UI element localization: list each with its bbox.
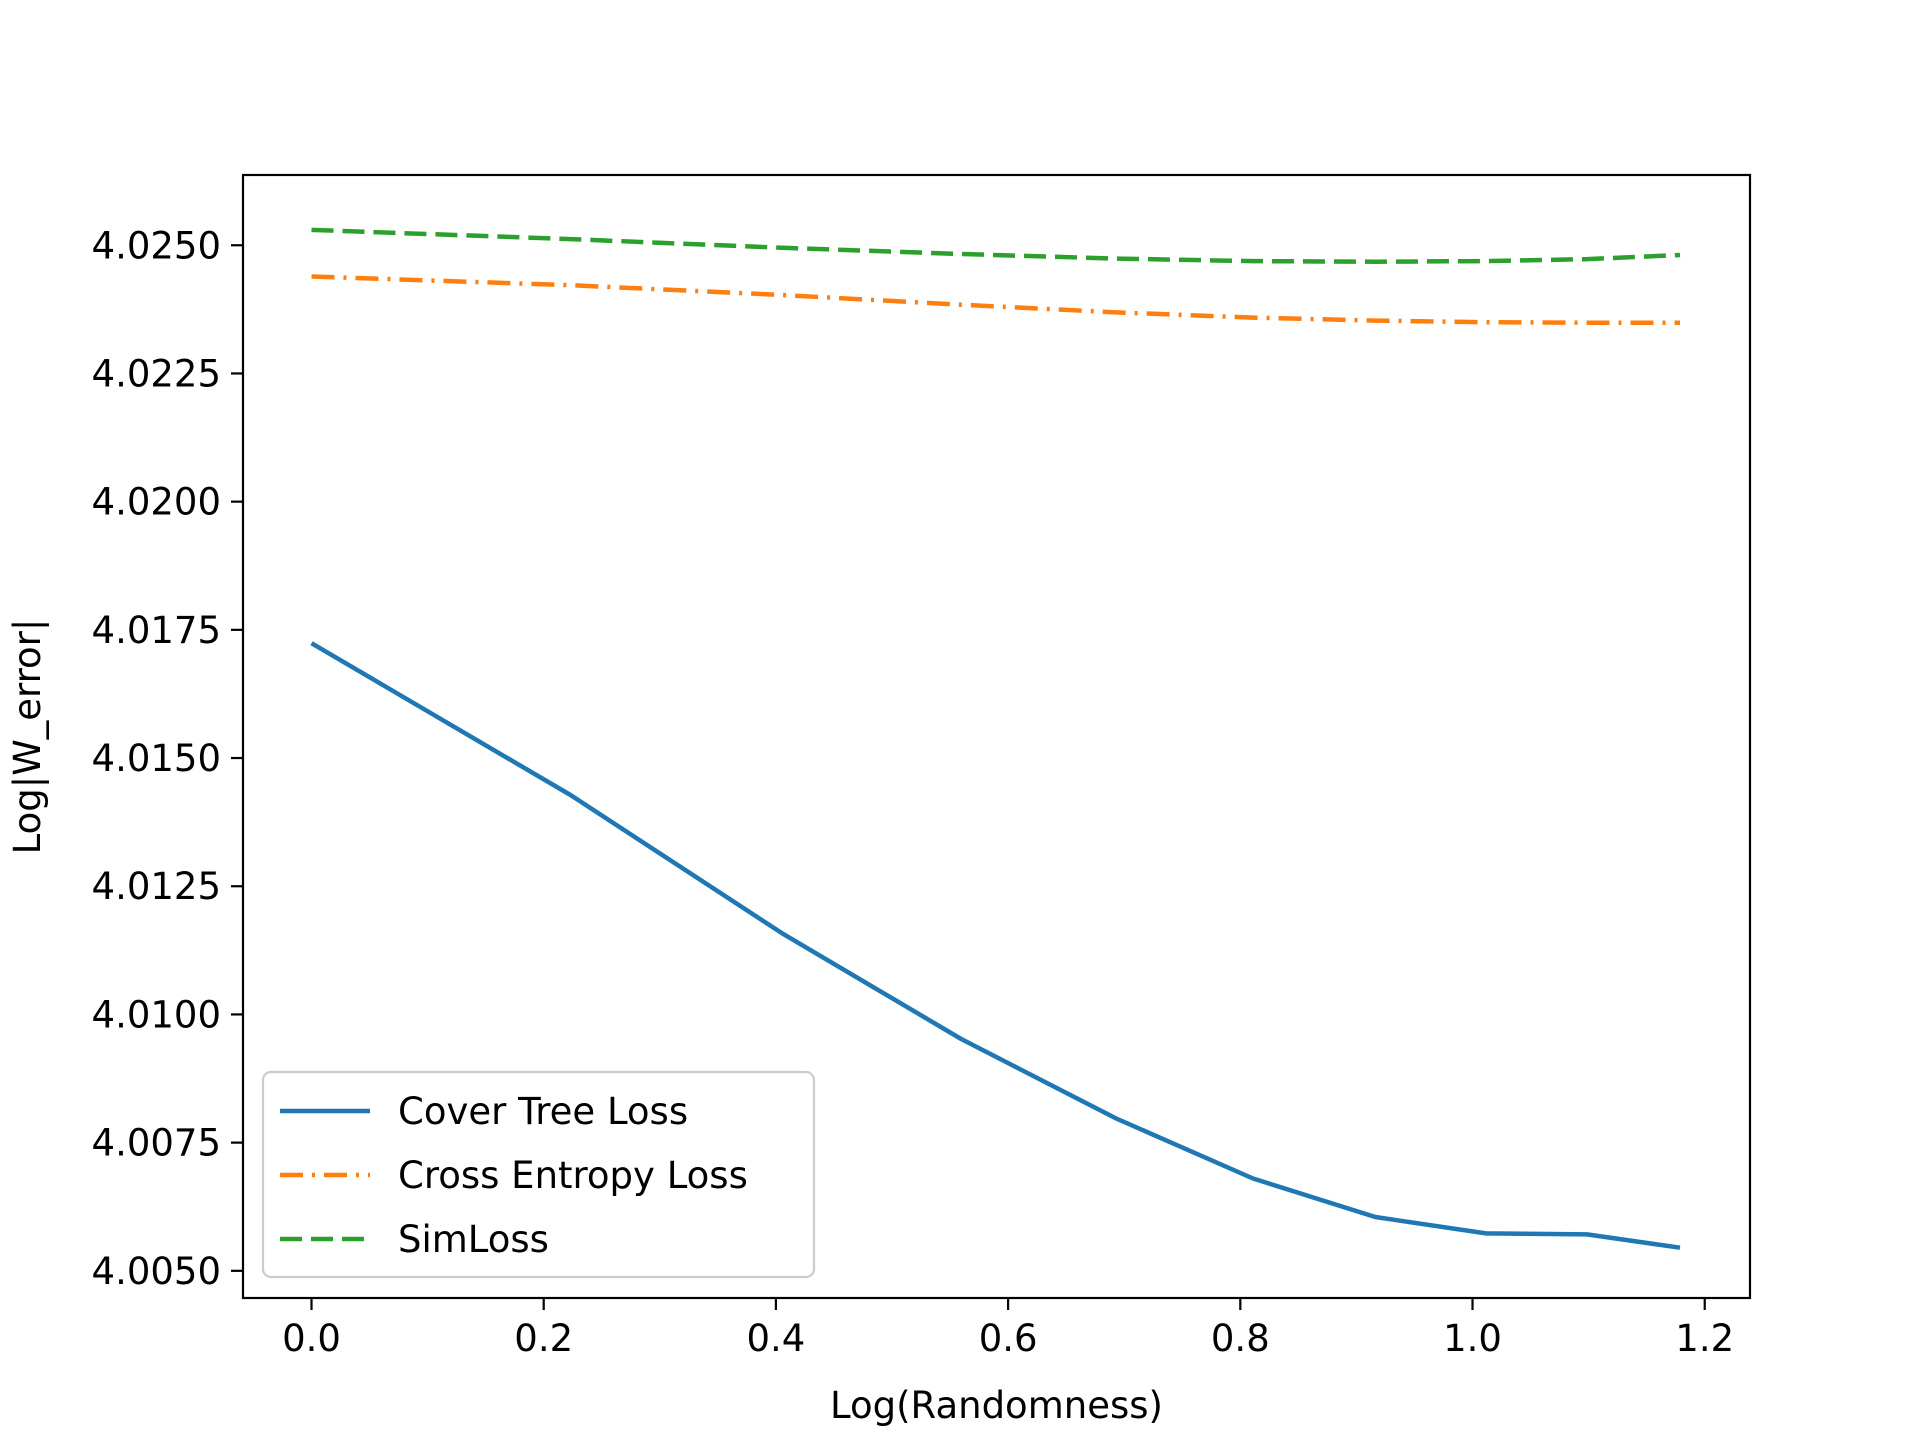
y-tick-label-4: 4.0150 [92, 737, 221, 780]
legend-box [261, 1070, 816, 1279]
x-tick-label-5: 1.0 [1443, 1317, 1502, 1360]
x-tick-label-3: 0.6 [979, 1317, 1038, 1360]
y-tick-label-3: 4.0125 [92, 865, 221, 908]
x-tick-label-4: 0.8 [1211, 1317, 1270, 1360]
y-tick-label-8: 4.0250 [92, 224, 221, 267]
series-line-1 [311, 274, 1680, 325]
y-tick-label-2: 4.0100 [92, 993, 221, 1036]
x-tick-label-1: 0.2 [514, 1317, 573, 1360]
x-tick-label-0: 0.0 [282, 1317, 341, 1360]
legend-label-1: Cross Entropy Loss [398, 1154, 748, 1197]
plot-frame [241, 173, 1752, 1300]
legend: Cover Tree Loss Cross Entropy Loss SimLoss [261, 1070, 816, 1279]
y-tick-label-1: 4.0075 [92, 1122, 221, 1165]
y-tick-label-5: 4.0175 [92, 609, 221, 652]
y-tick-label-0: 4.0050 [92, 1250, 221, 1293]
series-line-2 [311, 227, 1681, 264]
x-tick-label-6: 1.2 [1675, 1317, 1734, 1360]
x-axis-label: Log(Randomness) [830, 1384, 1163, 1427]
y-tick-label-7: 4.0225 [92, 352, 221, 395]
y-tick-label-6: 4.0200 [92, 481, 221, 524]
legend-label-2: SimLoss [398, 1218, 549, 1261]
x-tick-label-2: 0.4 [746, 1317, 805, 1360]
y-axis-label: Log|W_error| [6, 619, 49, 855]
plot-marks [310, 227, 1681, 1250]
axes: 0.0 0.2 0.4 0.6 0.8 1.0 1.2 4.0050 4.0075 4.0100 4… [92, 173, 1752, 1360]
series-line-0 [310, 641, 1681, 1250]
legend-label-0: Cover Tree Loss [398, 1090, 688, 1133]
